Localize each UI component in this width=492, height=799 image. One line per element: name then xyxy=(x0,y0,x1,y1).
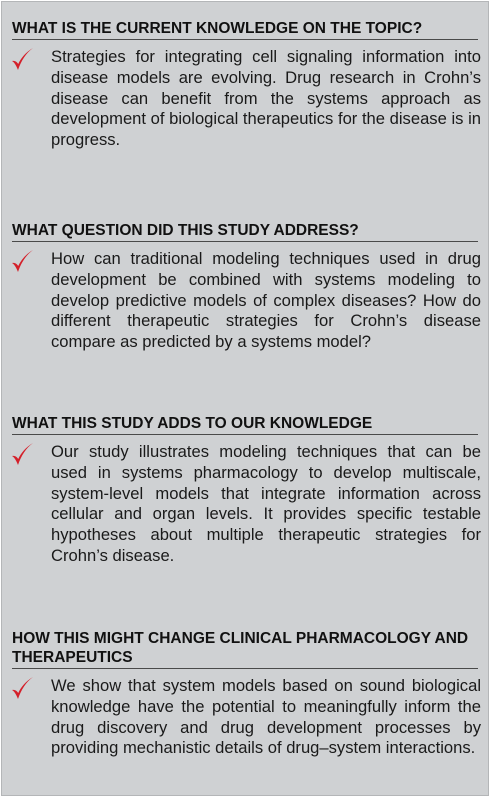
bullet-item: Strategies for integrating cell signalin… xyxy=(2,47,488,151)
bullet-item: How can traditional modeling techniques … xyxy=(2,249,488,353)
checkmark-icon xyxy=(12,443,33,465)
checkmark-icon xyxy=(12,250,33,272)
section-divider xyxy=(12,39,478,40)
bullet-item: Our study illustrates modeling technique… xyxy=(2,442,488,567)
section-study-adds: WHAT THIS STUDY ADDS TO OUR KNOWLEDGE Ou… xyxy=(2,414,488,567)
checkmark-icon xyxy=(12,677,33,699)
section-heading: HOW THIS MIGHT CHANGE CLINICAL PHARMACOL… xyxy=(12,630,469,666)
section-body: We show that system models based on soun… xyxy=(51,676,481,758)
section-heading: WHAT QUESTION DID THIS STUDY ADDRESS? xyxy=(12,222,359,239)
section-heading: WHAT IS THE CURRENT KNOWLEDGE ON THE TOP… xyxy=(12,20,423,37)
section-divider xyxy=(12,241,478,242)
section-current-knowledge: WHAT IS THE CURRENT KNOWLEDGE ON THE TOP… xyxy=(2,19,488,151)
section-body: Strategies for integrating cell signalin… xyxy=(51,47,481,150)
section-divider xyxy=(12,668,478,669)
section-clinical-change: HOW THIS MIGHT CHANGE CLINICAL PHARMACOL… xyxy=(2,629,488,759)
section-body: Our study illustrates modeling technique… xyxy=(51,442,481,565)
section-question-addressed: WHAT QUESTION DID THIS STUDY ADDRESS? Ho… xyxy=(2,221,488,353)
checkmark-icon xyxy=(12,48,33,70)
section-heading: WHAT THIS STUDY ADDS TO OUR KNOWLEDGE xyxy=(12,415,373,432)
section-body: How can traditional modeling techniques … xyxy=(51,249,481,352)
bullet-item: We show that system models based on soun… xyxy=(2,676,488,759)
section-divider xyxy=(12,434,478,435)
